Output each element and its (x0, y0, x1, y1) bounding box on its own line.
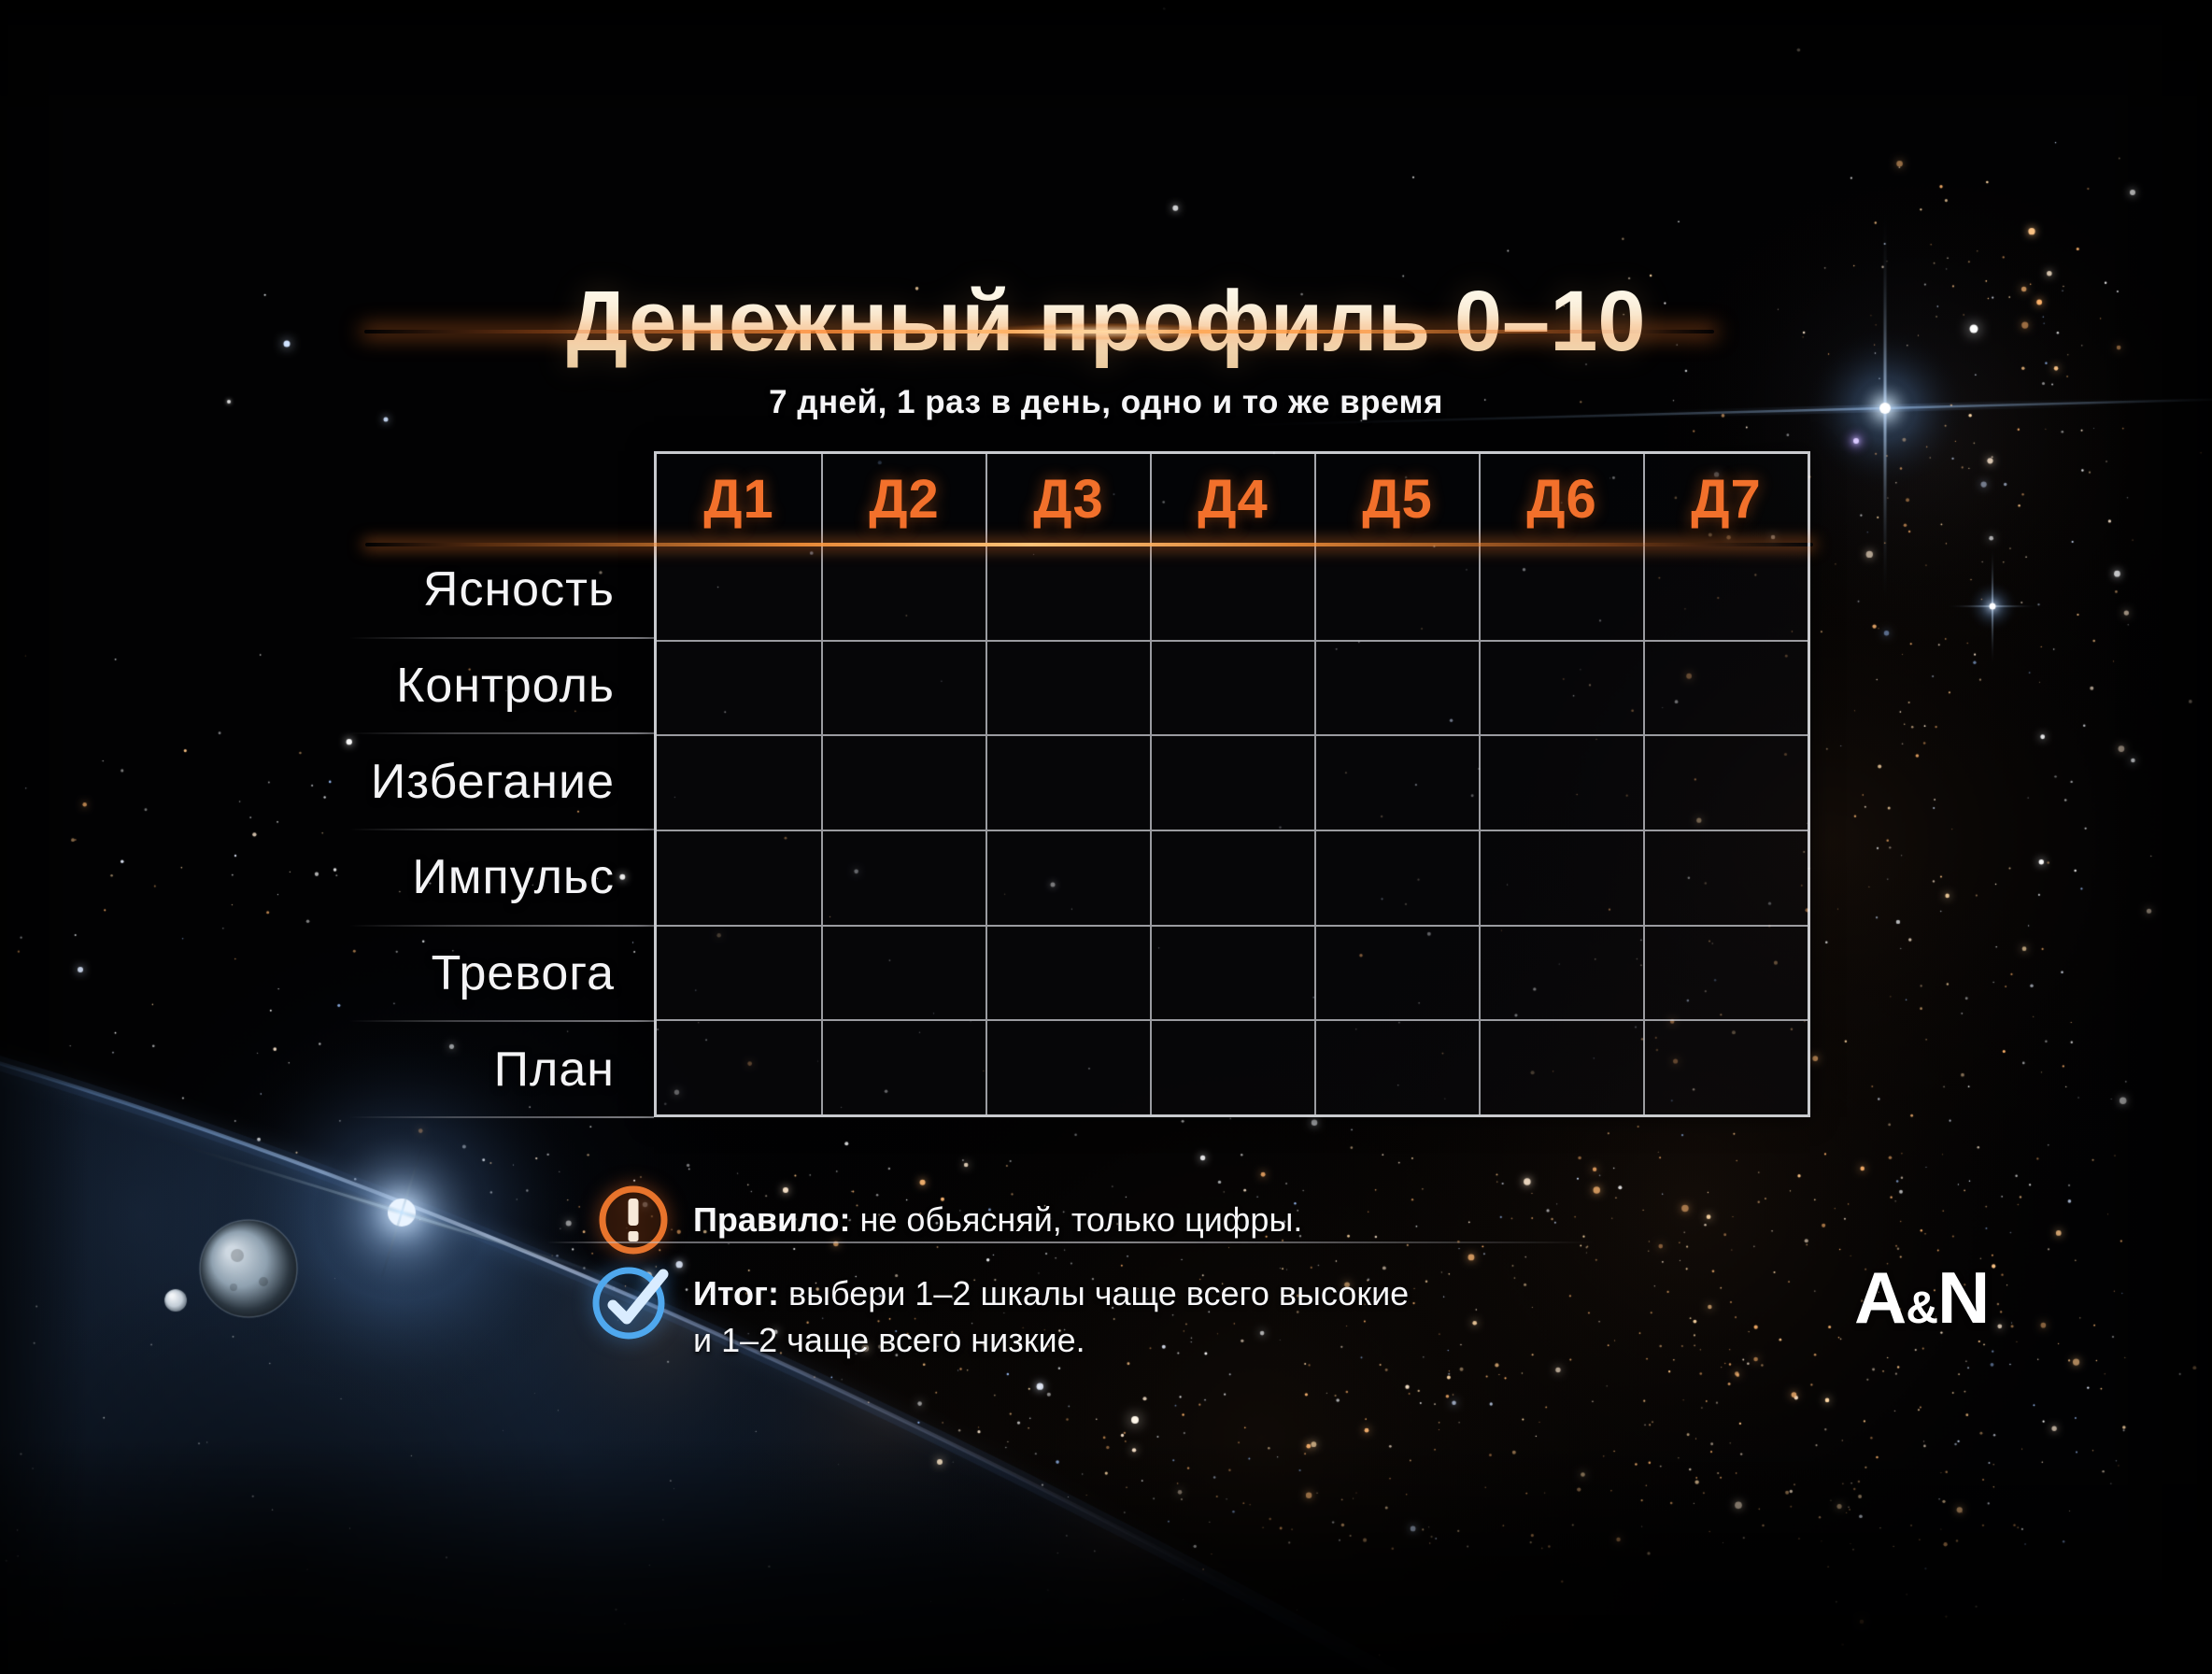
row-label: План (493, 1042, 615, 1097)
score-cell (1314, 734, 1479, 830)
row-separator-line (347, 829, 654, 830)
table-grid: Д1 Д2 Д3 Д4 Д5 Д6 Д7 (657, 454, 1808, 1114)
note-rule-text: Правило: не обьясняй, только цифры. (693, 1200, 1303, 1239)
score-cell (1314, 545, 1479, 640)
score-cell (1314, 1019, 1479, 1114)
header-flare-line (365, 543, 1813, 546)
score-cell (657, 829, 821, 925)
score-cell (985, 639, 1150, 735)
ampersand: & (1906, 1284, 1939, 1333)
exclamation-icon (599, 1185, 668, 1255)
score-cell (1643, 829, 1808, 925)
score-cell (821, 734, 985, 830)
score-cell (1150, 734, 1314, 830)
row-separator-line (347, 732, 654, 735)
score-cell (1643, 924, 1808, 1020)
day-header-cell: Д1 (657, 454, 821, 545)
row-separator-line (347, 1020, 654, 1023)
score-cell (1314, 639, 1479, 735)
score-cell (821, 1019, 985, 1114)
day-header-cell: Д3 (985, 454, 1150, 545)
score-cell (1479, 639, 1643, 735)
score-cell (985, 545, 1150, 640)
page-title: Денежный профиль 0–10 (0, 273, 2212, 372)
row-label: Контроль (396, 658, 615, 713)
score-cell (1643, 639, 1808, 735)
score-cell (1643, 734, 1808, 830)
row-separator-line (347, 1116, 654, 1118)
score-cell (1479, 924, 1643, 1020)
score-cell (1150, 545, 1314, 640)
day-header-cell: Д7 (1643, 454, 1808, 545)
score-cell (1643, 1019, 1808, 1114)
note-rule: Правило: не обьясняй, только цифры. (595, 1163, 1302, 1277)
note-rule-label: Правило: (693, 1200, 851, 1239)
note-summary-text: Итог: выбери 1–2 шкалы чаще всего высокие… (693, 1274, 1410, 1359)
score-cell (657, 734, 821, 830)
row-label: Тревога (431, 945, 615, 1000)
score-cell (657, 1019, 821, 1114)
score-cell (1150, 924, 1314, 1020)
check-icon (592, 1267, 669, 1340)
score-cell (985, 734, 1150, 830)
day-header-cell: Д2 (821, 454, 985, 545)
note-summary: Итог: выбери 1–2 шкалы чаще всего высокие… (588, 1257, 1409, 1397)
score-cell (985, 924, 1150, 1020)
title-underline-flare (364, 323, 1714, 340)
brand-logo: A&N (1854, 1256, 1991, 1339)
score-cell (1314, 829, 1479, 925)
score-cell (1150, 829, 1314, 925)
score-cell (821, 545, 985, 640)
score-cell (1150, 639, 1314, 735)
score-cell (985, 1019, 1150, 1114)
tracking-table: Д1 Д2 Д3 Д4 Д5 Д6 Д7 (365, 451, 1813, 1117)
score-cell (821, 829, 985, 925)
score-cell (821, 924, 985, 1020)
notes-divider (546, 1241, 1597, 1243)
score-cell (1479, 829, 1643, 925)
score-cell (1479, 545, 1643, 640)
score-cell (1479, 734, 1643, 830)
row-label: Импульс (412, 850, 615, 905)
row-label: Избегание (370, 754, 615, 809)
score-cell (1643, 545, 1808, 640)
score-cell (1314, 924, 1479, 1020)
note-summary-label: Итог: (693, 1274, 780, 1312)
score-cell (1479, 1019, 1643, 1114)
row-separator-line (347, 636, 654, 639)
score-cell (985, 829, 1150, 925)
subtitle: 7 дней, 1 раз в день, одно и то же время (769, 384, 1443, 420)
row-label: Ясность (422, 562, 615, 617)
score-cell (657, 639, 821, 735)
row-separator-line (347, 924, 654, 927)
score-cell (1150, 1019, 1314, 1114)
day-header-cell: Д6 (1479, 454, 1643, 545)
score-cell (657, 545, 821, 640)
score-cell (821, 639, 985, 735)
score-cell (657, 924, 821, 1020)
day-header-cell: Д4 (1150, 454, 1314, 545)
day-header-cell: Д5 (1314, 454, 1479, 545)
